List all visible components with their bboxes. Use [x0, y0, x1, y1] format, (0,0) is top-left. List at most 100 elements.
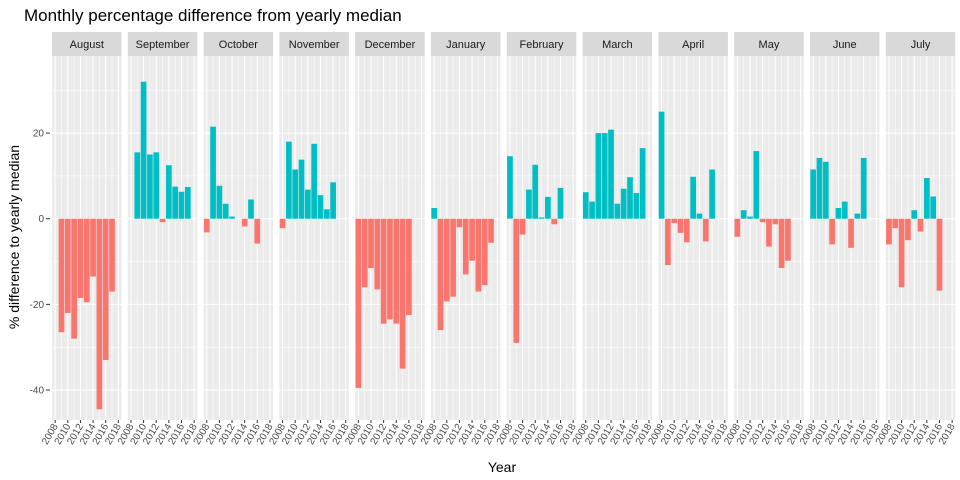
facet-strip [431, 32, 501, 56]
facet-strip [279, 32, 349, 56]
chart-title: Monthly percentage difference from yearl… [24, 6, 402, 25]
bar-november-2016 [330, 182, 336, 219]
facet-strip-label: May [759, 39, 780, 51]
bar-september-2010 [140, 81, 147, 219]
bar-april-2016 [709, 169, 715, 219]
facet-strip-label: June [833, 39, 857, 51]
bar-july-2008 [886, 218, 892, 245]
facet-strip-label: August [70, 39, 104, 51]
y-tick-label: -40 [30, 386, 45, 397]
bar-october-2016 [254, 218, 261, 244]
facet-strip-label: January [446, 39, 486, 51]
bar-april-2008 [658, 111, 665, 219]
bar-february-2015 [551, 218, 558, 225]
bar-november-2015 [323, 209, 330, 219]
bar-october-2012 [229, 216, 235, 219]
bar-january-2017 [488, 218, 494, 243]
facet-strip [355, 32, 425, 56]
bar-september-2009 [134, 152, 141, 219]
bar-april-2014 [696, 213, 703, 219]
bar-december-2015 [399, 218, 406, 369]
bar-march-2008 [582, 192, 589, 219]
bar-may-2016 [785, 218, 791, 261]
bar-february-2016 [557, 187, 564, 219]
bar-march-2010 [595, 133, 602, 219]
bar-october-2014 [241, 218, 248, 227]
bar-july-2011 [905, 218, 911, 241]
bar-august-2009 [58, 218, 65, 333]
bar-march-2012 [608, 129, 614, 219]
facet-strip-label: March [602, 39, 633, 51]
facet-strip-label: February [520, 39, 565, 51]
bar-february-2012 [532, 164, 539, 219]
bar-february-2009 [513, 218, 520, 343]
bar-july-2010 [898, 218, 905, 288]
bar-may-2011 [753, 151, 760, 219]
bar-january-2010 [443, 218, 450, 302]
bar-may-2012 [759, 218, 766, 223]
bar-june-2011 [829, 218, 835, 245]
bar-may-2013 [766, 218, 772, 247]
facet-strip [127, 32, 198, 56]
bar-april-2009 [665, 218, 671, 265]
bar-july-2015 [930, 196, 937, 219]
bar-april-2013 [690, 176, 696, 219]
y-axis-title: % difference to yearly median [6, 145, 22, 329]
bar-march-2014 [620, 188, 627, 219]
y-tick-label: -20 [30, 300, 45, 311]
bar-january-2014 [469, 218, 475, 261]
facet-strip-label: September [136, 39, 190, 51]
bar-august-2010 [64, 218, 71, 313]
facet-strip [734, 32, 804, 56]
bar-march-2013 [614, 203, 621, 219]
bar-september-2012 [153, 152, 160, 219]
bar-may-2009 [740, 210, 747, 219]
bar-december-2014 [393, 218, 400, 324]
bar-november-2010 [292, 169, 299, 219]
bar-april-2015 [702, 218, 709, 242]
bar-june-2016 [860, 157, 867, 219]
bar-may-2010 [747, 216, 753, 219]
facet-strip-label: April [682, 39, 704, 51]
bar-january-2011 [450, 218, 456, 297]
bar-december-2010 [368, 218, 374, 268]
bar-february-2008 [507, 156, 513, 219]
bar-may-2008 [734, 218, 741, 237]
bar-july-2009 [892, 218, 899, 229]
bar-september-2017 [184, 187, 191, 219]
bar-february-2010 [519, 218, 526, 235]
bar-november-2008 [279, 218, 286, 229]
bar-january-2008 [431, 208, 438, 219]
bar-june-2013 [841, 201, 848, 219]
bar-june-2014 [848, 218, 854, 248]
bar-march-2017 [639, 148, 646, 219]
bar-july-2013 [917, 218, 924, 232]
bar-january-2012 [456, 218, 463, 228]
bar-january-2009 [437, 218, 444, 331]
facets-layer: -40-20020August200820102012201420162018S… [30, 32, 958, 447]
facet-strip-label: October [219, 39, 258, 51]
bar-february-2011 [526, 189, 532, 219]
bar-december-2012 [380, 218, 387, 324]
bar-july-2012 [911, 210, 918, 219]
bar-september-2011 [147, 154, 153, 219]
bar-may-2015 [778, 218, 785, 268]
bar-september-2013 [159, 218, 166, 223]
y-tick-label: 20 [33, 129, 45, 140]
bar-august-2012 [77, 218, 84, 298]
bar-november-2012 [304, 189, 311, 219]
bar-august-2014 [90, 218, 96, 277]
bar-november-2013 [311, 143, 317, 219]
bar-january-2015 [475, 218, 482, 292]
